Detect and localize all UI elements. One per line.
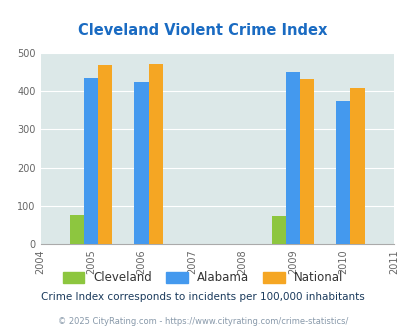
Bar bbox=[285, 72, 299, 244]
Bar bbox=[70, 215, 84, 244]
Bar bbox=[350, 88, 364, 244]
Legend: Cleveland, Alabama, National: Cleveland, Alabama, National bbox=[58, 267, 347, 289]
Text: Crime Index corresponds to incidents per 100,000 inhabitants: Crime Index corresponds to incidents per… bbox=[41, 292, 364, 302]
Bar bbox=[299, 79, 313, 244]
Bar bbox=[134, 82, 148, 244]
Bar bbox=[98, 65, 112, 244]
Bar bbox=[84, 78, 98, 244]
Bar bbox=[335, 101, 350, 244]
Text: Cleveland Violent Crime Index: Cleveland Violent Crime Index bbox=[78, 23, 327, 38]
Text: © 2025 CityRating.com - https://www.cityrating.com/crime-statistics/: © 2025 CityRating.com - https://www.city… bbox=[58, 317, 347, 326]
Bar bbox=[148, 63, 162, 244]
Bar bbox=[271, 216, 285, 244]
